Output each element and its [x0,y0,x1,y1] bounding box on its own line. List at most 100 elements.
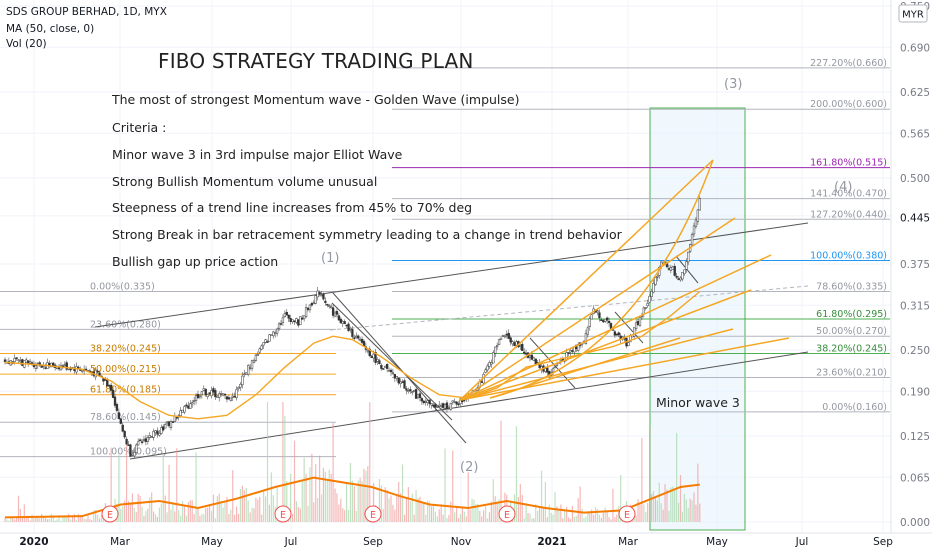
candle-body [376,359,379,362]
price-axis[interactable]: 0.000 0.065 0.125 0.190 0.250 0.315 0.375 0.445… [900,1,930,529]
volume-bar [403,514,406,522]
price-tick-label: 0.315 [900,300,930,312]
candle-body [496,345,499,348]
chart-title: FIBO STRATEGY TRADING PLAN [158,49,474,73]
candle-body [395,376,398,379]
time-tick-label: 2021 [537,536,566,548]
volume-bar [328,469,330,522]
candle-body [94,369,97,378]
volume-bar [201,513,203,522]
volume-bar [133,508,135,522]
price-tick-label: 0.625 [900,87,930,99]
candlesticks [3,196,701,458]
candle-body [162,426,165,431]
earnings-marker[interactable] [274,505,292,523]
candle-body [117,412,121,420]
candle-body [245,372,248,375]
volume-bar [131,493,133,522]
volume-bar [12,516,14,522]
volume-bar [64,517,66,522]
volume-bar [672,486,674,522]
volume-bar [488,512,491,522]
candle-body [615,333,618,336]
volume-bar [535,504,537,522]
candle-body [345,324,348,327]
volume-bar [311,453,313,522]
candle-body [443,404,447,409]
candle-body [613,331,617,336]
candle-body [436,406,439,408]
volume-bar [647,502,649,522]
volume-bar [523,518,525,522]
volume-bar [315,464,317,522]
candle-body [696,209,700,222]
strategy-note: Steepness of a trend line increases from… [112,200,472,215]
volume-bar [521,494,523,522]
volume-bar [143,515,145,522]
candle-body [389,369,393,373]
candle-body [569,350,572,353]
earnings-marker[interactable] [498,505,516,523]
candle-body [519,345,522,347]
volume-bar [15,517,18,522]
fib-level-label-right: 161.80%(0.515) [810,158,887,169]
volume-bar [46,519,49,522]
volume-bar [83,518,85,522]
volume-bar [299,508,301,522]
volume-bar [610,519,612,522]
volume-bar [336,493,338,522]
volume-bar [313,502,315,522]
volume-bar [17,495,20,522]
ma-legend: MA (50, close, 0) [6,23,94,35]
volume-bar [533,518,535,522]
candle-body [194,395,198,401]
volume-bar [44,517,47,522]
volume-bar [654,498,657,522]
volume-bar [639,504,641,522]
candle-body [339,318,342,324]
volume-bar [228,514,230,522]
candle-body [306,307,310,310]
volume-bar [118,455,120,522]
candle-body [617,332,620,336]
candle-body [488,362,491,367]
earnings-marker[interactable] [364,505,382,523]
candle-body [318,291,321,295]
volume-bar [517,496,519,522]
currency-badge[interactable] [898,4,928,23]
earnings-marker[interactable] [618,505,636,523]
volume-bar [174,511,176,522]
volume-bar [457,518,460,522]
candle-body [81,369,84,372]
earnings-marker[interactable] [101,505,119,523]
candle-body [457,403,460,406]
fib-level-label-left: 50.00%(0.215) [90,364,161,375]
currency-label: MYR [902,10,924,21]
volume-bar [56,519,58,522]
candle-body [650,291,653,297]
candle-body [241,375,244,386]
volume-bar [411,493,413,522]
time-axis[interactable]: 2020 Mar May Jul Sep Nov 2021 Mar May Jul Sep [19,536,893,548]
volume-bar [195,452,197,522]
volume-legend: Vol (20) [6,38,47,50]
volume-bar [552,514,554,522]
candle-body [333,312,337,317]
candle-body [181,409,184,413]
time-tick-label: 2020 [19,536,48,548]
candle-body [331,307,335,316]
volume-bar [71,515,74,522]
candle-body [607,321,611,323]
volume-bar [486,518,489,522]
volume-bar [378,478,381,522]
candle-body [652,283,655,293]
candle-body [262,342,265,346]
volume-bar [241,485,243,522]
strategy-note: Bullish gap up price action [112,254,278,269]
volume-bar [253,508,255,522]
volume-bar [199,515,201,522]
candle-body [370,356,373,358]
candle-body [272,331,275,337]
volume-bar [444,448,446,522]
